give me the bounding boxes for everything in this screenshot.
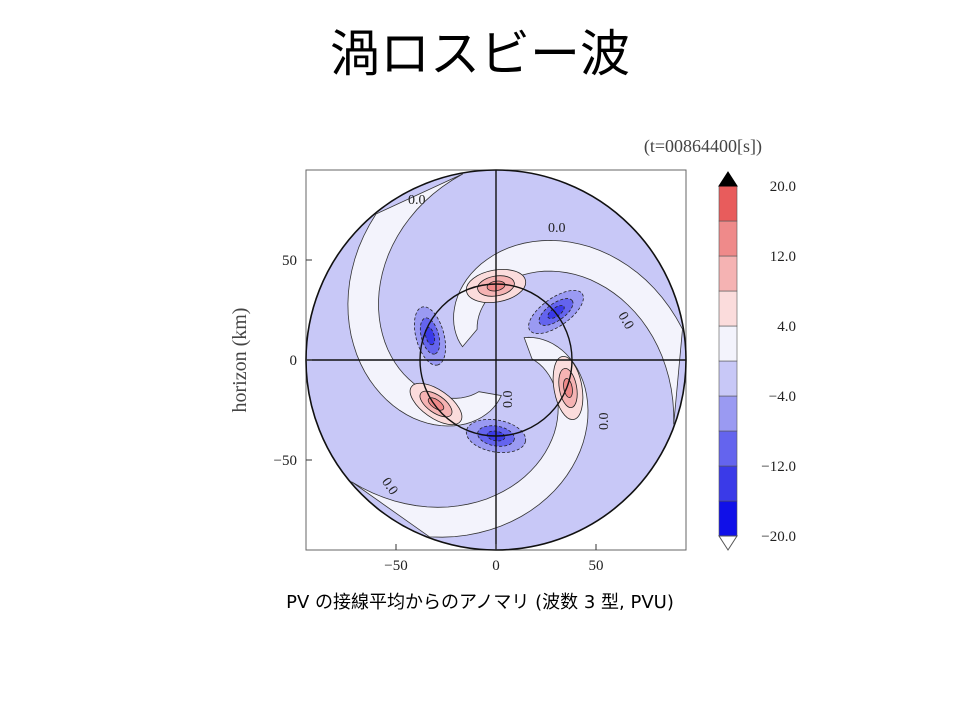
- slide-title: 渦ロスビー波: [330, 25, 630, 83]
- colorbar: [718, 171, 738, 551]
- colorbar-min-arrow: [718, 535, 738, 551]
- colorbar-label: −4.0: [769, 389, 796, 405]
- colorbar-band: [718, 500, 738, 537]
- y-tick-label: 0: [290, 353, 298, 369]
- x-tick-label: 50: [589, 558, 604, 574]
- colorbar-band: [718, 395, 738, 432]
- spiral-arm: [351, 336, 589, 538]
- y-axis-label: horizon (km): [229, 308, 251, 413]
- figure-caption: PV の接線平均からのアノマリ (波数 3 型, PVU): [286, 592, 674, 613]
- positive-anomaly-cell: [563, 378, 573, 398]
- colorbar-band: [718, 430, 738, 467]
- colorbar-label: −20.0: [761, 529, 796, 545]
- colorbar-max-arrow: [718, 171, 738, 187]
- time-label: (t=00864400[s]): [644, 136, 762, 157]
- colorbar-band: [718, 325, 738, 362]
- colorbar-label: 12.0: [770, 249, 796, 265]
- colorbar-band: [718, 220, 738, 257]
- colorbar-band: [718, 290, 738, 327]
- x-ticks: −50 0 50: [384, 544, 604, 574]
- colorbar-band: [718, 465, 738, 502]
- colorbar-band: [718, 360, 738, 397]
- y-tick-label: 50: [282, 253, 297, 269]
- contour-label: 0.0: [501, 391, 516, 409]
- colorbar-labels: 20.0 12.0 4.0 −4.0 −12.0 −20.0: [761, 179, 796, 545]
- contour-label: 0.0: [597, 413, 612, 431]
- contour-label: 0.0: [548, 221, 566, 236]
- colorbar-label: −12.0: [761, 459, 796, 475]
- y-tick-label: −50: [274, 453, 297, 469]
- colorbar-band: [718, 255, 738, 292]
- colorbar-label: 20.0: [770, 179, 796, 195]
- x-tick-label: −50: [384, 558, 407, 574]
- colorbar-label: 4.0: [777, 319, 796, 335]
- x-tick-label: 0: [492, 558, 500, 574]
- y-ticks: 50 0 −50: [274, 253, 312, 469]
- contour-label: 0.0: [408, 193, 426, 208]
- colorbar-band: [718, 185, 738, 222]
